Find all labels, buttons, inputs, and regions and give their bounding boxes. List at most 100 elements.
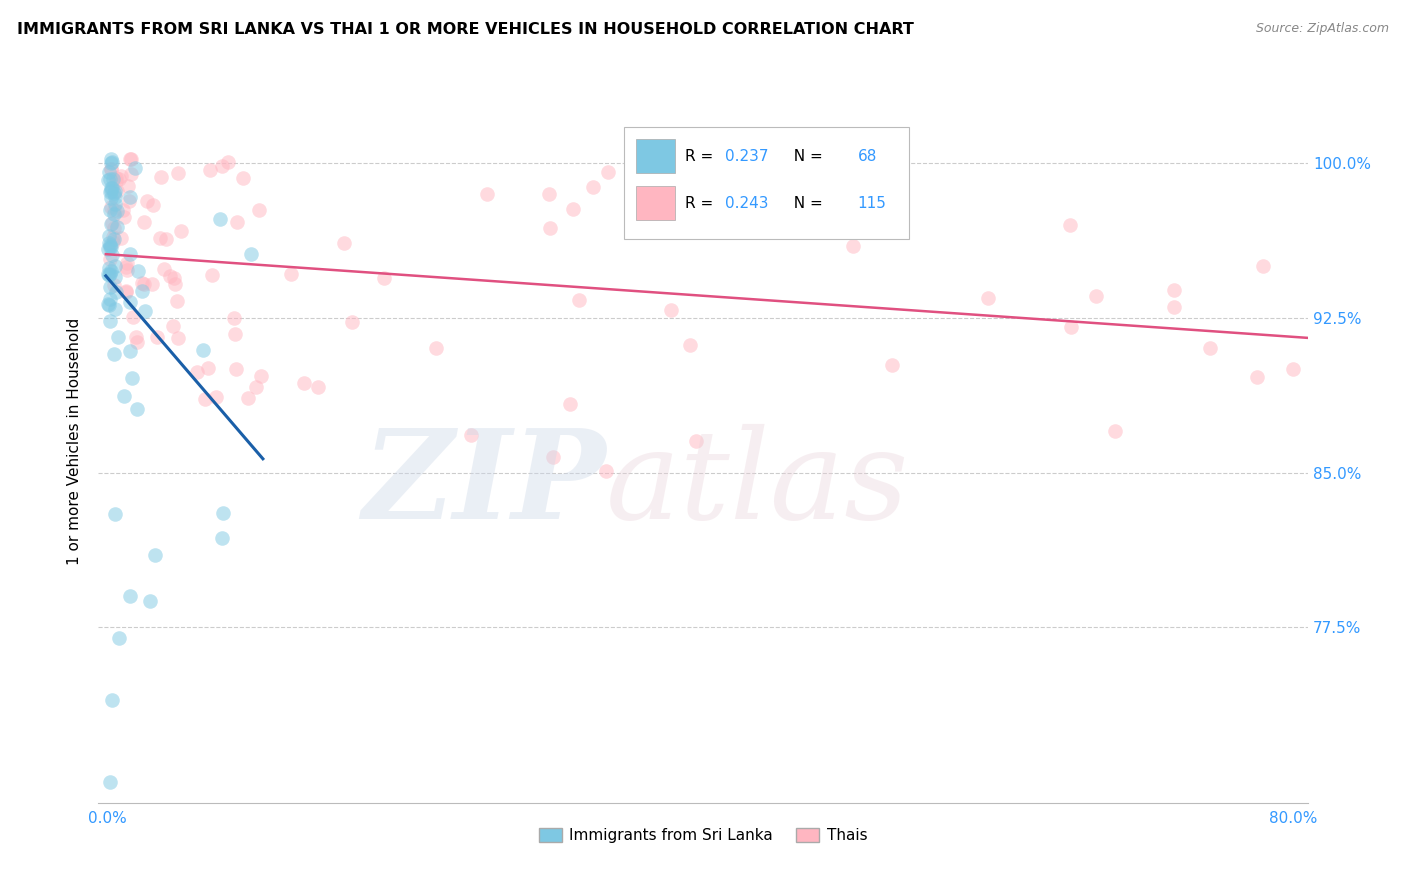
Point <box>97 243 120 257</box>
Point <box>125 330 148 344</box>
Point <box>163 277 186 292</box>
Point <box>103 347 125 361</box>
Point <box>806 192 828 206</box>
Point <box>118 590 141 604</box>
Point <box>103 277 125 292</box>
Point <box>103 172 125 186</box>
Point <box>98 235 121 250</box>
Point <box>104 302 127 317</box>
Text: atlas: atlas <box>606 424 910 546</box>
Point <box>103 184 125 198</box>
Point <box>125 334 148 349</box>
Point <box>150 169 173 184</box>
Point <box>97 267 120 281</box>
Point <box>307 380 329 394</box>
Point <box>118 194 141 209</box>
Point <box>104 197 127 211</box>
Point <box>103 235 125 249</box>
Point <box>561 202 583 216</box>
Point <box>97 268 120 283</box>
Text: 0.237: 0.237 <box>724 149 768 163</box>
Point <box>100 155 122 169</box>
Point <box>100 162 122 177</box>
Point <box>142 198 165 212</box>
Point <box>112 389 135 403</box>
Point <box>110 169 132 184</box>
Point <box>225 362 247 376</box>
Point <box>1198 341 1220 355</box>
Point <box>103 220 125 235</box>
Point <box>104 189 127 203</box>
Point <box>104 269 127 284</box>
Text: IMMIGRANTS FROM SRI LANKA VS THAI 1 OR MORE VEHICLES IN HOUSEHOLD CORRELATION CH: IMMIGRANTS FROM SRI LANKA VS THAI 1 OR M… <box>17 22 914 37</box>
Point <box>100 180 122 194</box>
Point <box>98 240 121 254</box>
Point <box>1059 218 1081 232</box>
Point <box>98 260 121 275</box>
Point <box>1246 369 1268 384</box>
Point <box>107 219 129 234</box>
Point <box>120 152 142 166</box>
Point <box>114 260 136 275</box>
Point <box>124 161 146 175</box>
Point <box>162 318 184 333</box>
Point <box>100 161 122 176</box>
Point <box>97 229 120 244</box>
Point <box>127 401 149 416</box>
Point <box>98 185 121 199</box>
Point <box>134 303 156 318</box>
Point <box>977 292 1000 306</box>
Text: 68: 68 <box>858 149 877 163</box>
Point <box>139 594 162 608</box>
Point <box>120 167 142 181</box>
Point <box>105 285 128 299</box>
Point <box>107 330 129 344</box>
Point <box>121 370 143 384</box>
Point <box>425 341 447 355</box>
Point <box>100 240 122 254</box>
Point <box>98 314 121 328</box>
Point <box>115 263 138 277</box>
Point <box>170 224 193 238</box>
Point <box>108 631 131 645</box>
Point <box>100 252 122 267</box>
Point <box>598 165 620 179</box>
Point <box>333 235 356 250</box>
Point <box>1281 362 1303 376</box>
Text: R =: R = <box>685 195 718 211</box>
Point <box>201 268 224 283</box>
Point <box>118 246 141 260</box>
Point <box>1085 289 1108 303</box>
Point <box>842 239 865 253</box>
Point <box>659 302 682 317</box>
Point <box>127 264 149 278</box>
Point <box>211 159 233 173</box>
Point <box>460 427 482 442</box>
Point <box>98 775 121 789</box>
Point <box>1163 301 1185 315</box>
Text: 115: 115 <box>858 195 887 211</box>
Point <box>595 464 617 478</box>
Point <box>98 267 121 281</box>
Point <box>1251 259 1274 273</box>
Point <box>132 215 155 229</box>
Point <box>1060 320 1083 334</box>
Point <box>141 277 163 292</box>
Point <box>98 172 121 186</box>
Point <box>118 344 141 359</box>
Point <box>145 330 167 344</box>
Point <box>217 155 239 169</box>
Point <box>198 163 221 178</box>
Point <box>103 259 125 273</box>
Point <box>118 190 141 204</box>
Point <box>679 338 702 352</box>
Point <box>166 331 188 345</box>
Point <box>100 217 122 231</box>
Point <box>153 262 176 277</box>
Point <box>166 293 188 308</box>
Point <box>538 186 561 201</box>
Point <box>1104 424 1126 438</box>
Point <box>245 380 267 394</box>
Point <box>155 232 177 246</box>
Text: N =: N = <box>785 149 828 163</box>
